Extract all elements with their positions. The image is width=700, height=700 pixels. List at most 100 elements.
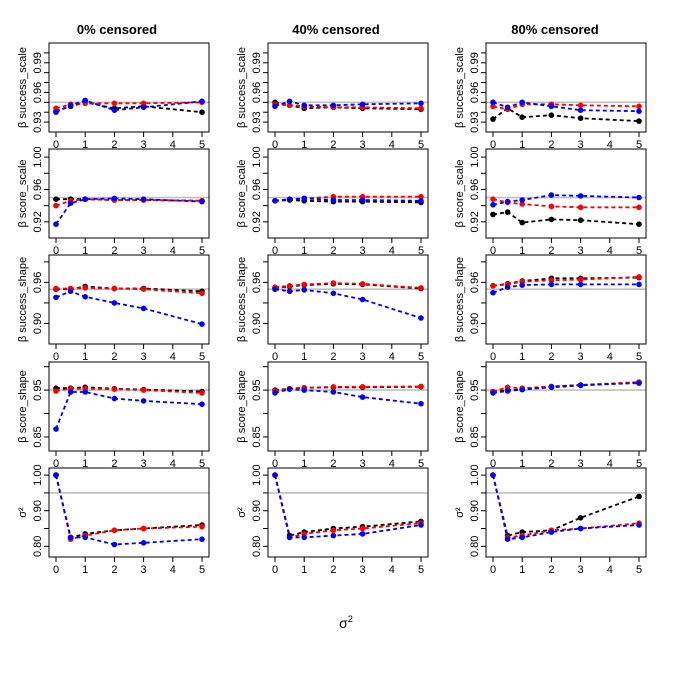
panel-frame: [48, 42, 210, 133]
y-axis-label: β success_shape: [236, 257, 248, 342]
x-tick-label: 3: [578, 245, 584, 257]
y-tick-label: 0.93: [469, 111, 481, 132]
panel-frame: [485, 361, 647, 452]
point-red: [330, 527, 337, 534]
x-tick-label: 5: [199, 458, 205, 470]
series-line-black: [274, 101, 422, 111]
point-blue: [199, 321, 205, 327]
point-red: [636, 274, 642, 280]
point-blue: [418, 400, 424, 407]
point-blue: [53, 426, 59, 432]
point-blue: [286, 534, 293, 541]
point-blue: [548, 384, 555, 390]
point-red: [199, 523, 205, 530]
point-blue: [301, 534, 308, 541]
y-axis-label: σ²: [454, 507, 466, 518]
point-blue: [490, 202, 496, 208]
x-tick-label: 3: [141, 139, 147, 151]
point-blue: [301, 387, 308, 393]
point-blue: [490, 289, 496, 296]
series-line-red: [56, 286, 203, 295]
y-tick-label: 0.80: [251, 536, 263, 557]
point-blue: [140, 305, 147, 312]
x-tick-label: 0: [490, 564, 496, 576]
point-red: [359, 384, 366, 390]
point-black: [504, 209, 511, 215]
y-axis-label: σ²: [17, 507, 29, 518]
point-blue: [82, 389, 88, 395]
panel-r1-c0: 0 1 2 3 4 5 0.92 0.96 1.00β score_scale: [17, 146, 210, 257]
panel-r4-c2: 0 1 2 3 4 5 0.80 0.90 1.00 σ²: [454, 464, 647, 576]
point-blue: [359, 531, 366, 537]
point-red: [548, 277, 555, 284]
x-tick-label: 4: [389, 139, 395, 151]
point-blue: [359, 296, 366, 303]
series-line-blue: [492, 382, 640, 394]
x-tick-label: 1: [301, 458, 307, 470]
point-blue: [286, 196, 293, 202]
y-tick-label: 0.85: [251, 426, 263, 447]
y-tick-label: 1.00: [469, 464, 481, 485]
series-line-blue: [55, 99, 203, 114]
x-tick-label: 5: [418, 351, 424, 363]
point-red: [330, 280, 337, 286]
x-tick-label: 1: [301, 245, 307, 257]
panel-frame: [485, 254, 647, 345]
point-red: [286, 283, 293, 289]
point-black: [548, 112, 555, 118]
panel-frame: [485, 467, 647, 558]
x-tick-label: 2: [330, 139, 336, 151]
panel-frame: [267, 42, 429, 133]
point-blue: [548, 529, 555, 535]
x-tick-label: 4: [389, 351, 395, 363]
point-blue: [330, 532, 337, 539]
point-red: [490, 283, 496, 289]
series-line-blue: [274, 288, 422, 319]
column-title-40pct: 40% censored: [292, 22, 379, 37]
panel-r0-c2: 0 1 2 3 4 5 0.93 0.96 0.99β success_scale: [454, 42, 647, 151]
x-tick-label: 0: [53, 245, 59, 257]
x-tick-label: 3: [360, 245, 366, 257]
x-tick-label: 4: [607, 351, 613, 363]
point-blue: [577, 382, 584, 388]
x-tick-label: 5: [418, 564, 424, 576]
point-black: [490, 116, 496, 122]
point-blue: [636, 281, 642, 288]
point-red: [140, 100, 147, 107]
point-blue: [548, 192, 555, 198]
series-line-blue: [55, 391, 203, 430]
point-black: [199, 109, 205, 115]
x-tick-label: 0: [490, 351, 496, 363]
y-tick-label: 0.96: [32, 82, 44, 103]
y-axis-label: β score_shape: [236, 370, 248, 442]
point-black: [577, 515, 584, 521]
x-tick-label: 5: [418, 139, 424, 151]
point-red: [418, 193, 424, 200]
point-blue: [330, 290, 337, 297]
x-tick-label: 1: [301, 139, 307, 151]
point-blue: [504, 536, 511, 542]
x-tick-label: 5: [636, 458, 642, 470]
y-tick-label: 0.90: [469, 500, 481, 521]
point-blue: [490, 99, 496, 106]
y-axis-label: β success_shape: [454, 257, 466, 342]
x-tick-label: 2: [111, 139, 117, 151]
y-tick-label: 1.00: [469, 146, 481, 167]
x-tick-label: 2: [330, 564, 336, 576]
panel-r4-c1: 0 1 2 3 4 5 0.80 0.90 1.00 σ²: [236, 464, 429, 576]
point-blue: [490, 472, 496, 478]
point-blue: [67, 534, 74, 541]
panel-frame: [267, 148, 429, 239]
x-tick-label: 4: [389, 458, 395, 470]
point-blue: [548, 103, 555, 110]
x-tick-label: 3: [578, 564, 584, 576]
x-tick-label: 5: [199, 564, 205, 576]
point-red: [418, 285, 424, 291]
column-title-0pct: 0% censored: [77, 22, 157, 37]
y-tick-label: 0.92: [251, 211, 263, 232]
point-red: [359, 281, 366, 287]
point-blue: [111, 107, 118, 113]
panel-r3-c1: 0 1 2 3 4 5 0.85 0.95β score_shape: [236, 361, 429, 470]
point-red: [140, 525, 147, 532]
point-red: [111, 386, 118, 393]
